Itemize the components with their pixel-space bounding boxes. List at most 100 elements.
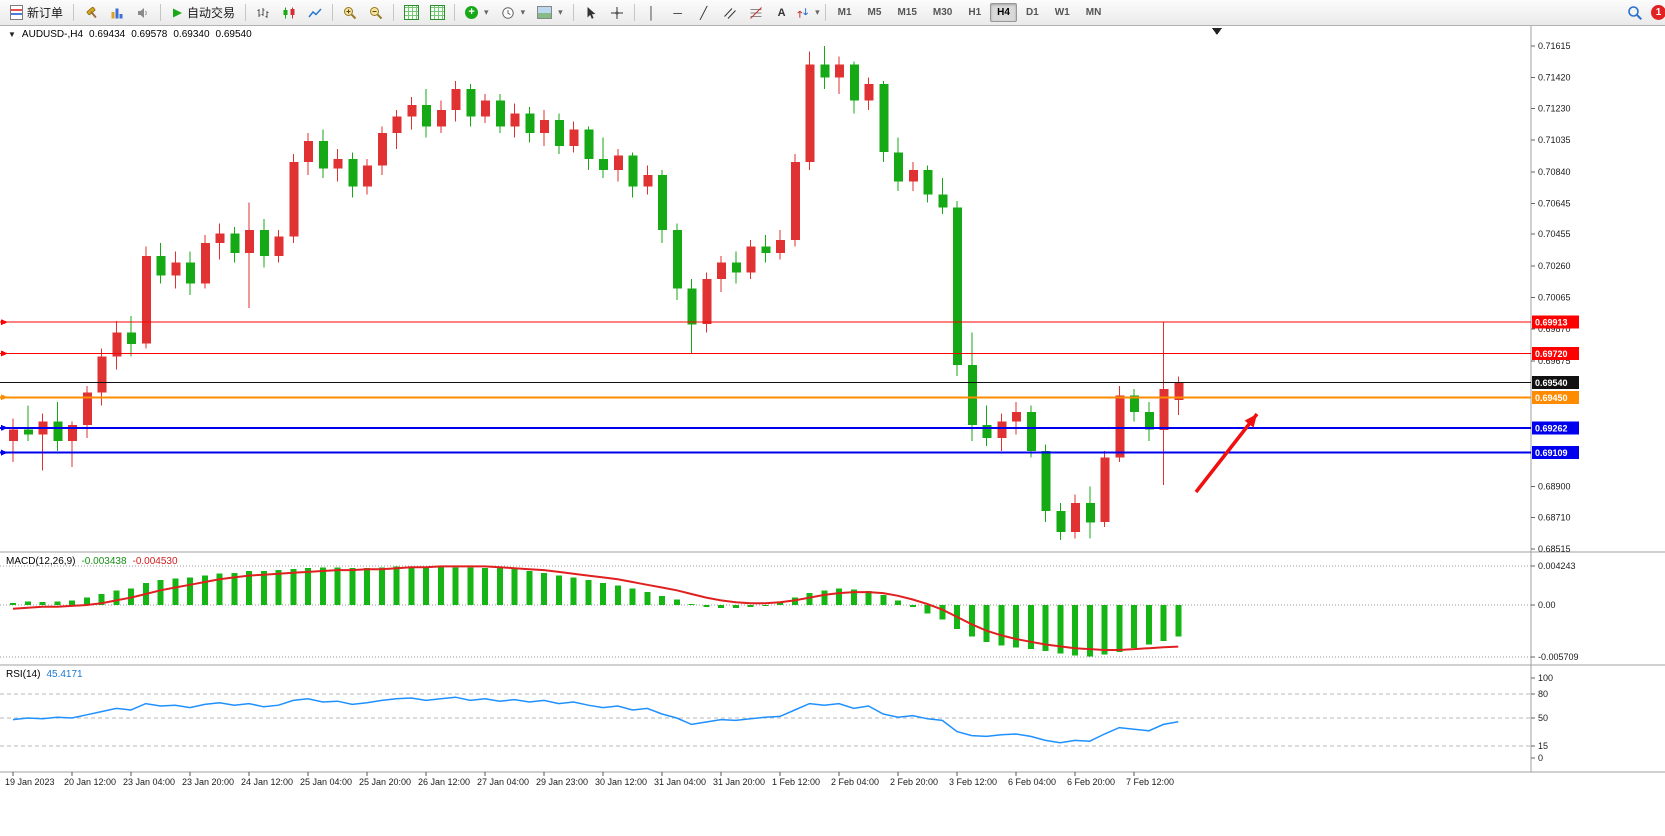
toolbar-separator bbox=[245, 4, 247, 21]
timeframe-d1-button[interactable]: D1 bbox=[1025, 7, 1039, 18]
macd-bar bbox=[319, 567, 326, 605]
bull-candle bbox=[1071, 502, 1080, 532]
macd-bar bbox=[1116, 605, 1123, 652]
bull-candle bbox=[835, 64, 844, 78]
candlestick-mode-button[interactable] bbox=[277, 2, 301, 23]
timeframe-m15-button[interactable]: M15 bbox=[897, 7, 917, 18]
macd-bar bbox=[216, 573, 223, 605]
bull-candle bbox=[481, 100, 490, 117]
macd-bar bbox=[526, 571, 533, 605]
bull-candle bbox=[436, 110, 446, 127]
hlines-layer: 0.69913 0.69720 0.69540 0.69450 0.69262 0.691… bbox=[0, 315, 1579, 460]
chart-shift-marker[interactable] bbox=[1212, 28, 1222, 35]
fibonacci-tool-button[interactable] bbox=[744, 2, 768, 23]
line-chart-mode-button[interactable] bbox=[303, 2, 327, 23]
bull-candle bbox=[997, 421, 1007, 438]
price-label-text: 0.69540 bbox=[1535, 378, 1568, 388]
rsi-axis-label: 0 bbox=[1538, 753, 1543, 763]
time-tick-label: 7 Feb 12:00 bbox=[1126, 777, 1174, 787]
trendline-icon bbox=[700, 7, 707, 19]
symbol-dropdown-icon[interactable]: ▼ bbox=[8, 30, 16, 39]
timeframe-m1-button[interactable]: M1 bbox=[837, 7, 852, 18]
macd-bar bbox=[437, 566, 444, 605]
arrows-tool-button[interactable] bbox=[796, 2, 820, 23]
macd-bar bbox=[246, 571, 252, 605]
time-tick-label: 31 Jan 04:00 bbox=[654, 777, 706, 787]
tools-button[interactable] bbox=[79, 2, 103, 23]
vertical-line-tool-button[interactable] bbox=[640, 2, 664, 23]
bear-candle bbox=[1041, 450, 1051, 511]
bear-candle bbox=[1085, 502, 1095, 523]
template-icon bbox=[537, 6, 553, 19]
macd-bar bbox=[1145, 605, 1152, 645]
macd-bar bbox=[113, 590, 120, 605]
macd-signal-line bbox=[12, 565, 1179, 651]
auto-trading-button[interactable]: 自动交易 bbox=[166, 2, 240, 23]
template-button[interactable] bbox=[532, 2, 568, 23]
timeframe-w1-button[interactable]: W1 bbox=[1054, 7, 1070, 18]
macd-bar bbox=[24, 601, 31, 605]
notification-badge[interactable]: 1 bbox=[1651, 5, 1665, 20]
cursor-tool-button[interactable] bbox=[579, 2, 603, 23]
vertical-line-icon bbox=[648, 7, 656, 19]
bull-candle bbox=[717, 262, 726, 279]
tile-windows-button[interactable] bbox=[399, 2, 423, 23]
macd-bar bbox=[895, 600, 901, 605]
macd-bar bbox=[393, 566, 400, 605]
toolbar-separator bbox=[633, 4, 635, 21]
add-indicator-button[interactable] bbox=[460, 2, 494, 23]
time-tick-label: 3 Feb 12:00 bbox=[949, 777, 997, 787]
horizontal-line-tool-button[interactable] bbox=[666, 2, 690, 23]
bull-candle bbox=[171, 262, 181, 276]
bull-candle bbox=[451, 89, 461, 111]
bear-candle bbox=[982, 424, 992, 438]
bear-candle bbox=[938, 194, 948, 208]
new-order-label: 新订单 bbox=[27, 6, 64, 20]
timeframe-h4-button[interactable]: H4 bbox=[990, 3, 1017, 22]
rsi-panel: 100 80 50 15 0 bbox=[0, 673, 1553, 763]
price-label-box bbox=[1532, 446, 1579, 460]
toolbar-right-group: 1 bbox=[1627, 5, 1665, 21]
text-tool-button[interactable] bbox=[770, 2, 794, 23]
macd-bar bbox=[54, 601, 61, 605]
zoom-out-button[interactable] bbox=[364, 2, 388, 23]
channel-tool-button[interactable] bbox=[718, 2, 742, 23]
timeframe-m30-button[interactable]: M30 bbox=[932, 7, 953, 18]
timeframe-h1-button[interactable]: H1 bbox=[968, 7, 982, 18]
macd-bar bbox=[924, 605, 931, 614]
bull-candle bbox=[141, 256, 151, 344]
chart-area: 0.71615 0.71420 0.71230 0.71035 0.70840 0.706… bbox=[0, 25, 1665, 836]
crosshair-tool-button[interactable] bbox=[605, 2, 629, 23]
arrows-tool-icon bbox=[797, 7, 808, 18]
zoom-in-button[interactable] bbox=[338, 2, 362, 23]
trend-arrow[interactable] bbox=[1194, 412, 1259, 494]
macd-bar bbox=[378, 567, 385, 605]
trendline-tool-button[interactable] bbox=[692, 2, 716, 23]
macd-bar bbox=[187, 577, 193, 605]
hline-left-marker bbox=[1, 394, 8, 401]
timeframe-mn-button[interactable]: MN bbox=[1085, 7, 1102, 18]
hline-left-marker bbox=[1, 350, 8, 357]
macd-bar bbox=[1131, 605, 1137, 649]
market-watch-button[interactable] bbox=[105, 2, 129, 23]
time-tick-label: 27 Jan 04:00 bbox=[477, 777, 529, 787]
bear-candle bbox=[879, 84, 889, 153]
alerts-button[interactable] bbox=[131, 2, 155, 23]
price-label-text: 0.69109 bbox=[1535, 448, 1568, 458]
clock-icon bbox=[501, 6, 514, 19]
time-tick-label: 26 Jan 12:00 bbox=[418, 777, 470, 787]
macd-panel: 0.004243 0.00 -0.005709 bbox=[0, 561, 1579, 662]
macd-bar bbox=[305, 568, 311, 605]
macd-bar bbox=[1086, 605, 1093, 657]
time-tick-label: 6 Feb 04:00 bbox=[1008, 777, 1056, 787]
price-tick-label: 0.70840 bbox=[1538, 167, 1571, 177]
bull-candle bbox=[1100, 457, 1110, 523]
close-value: 0.69540 bbox=[215, 29, 252, 40]
periods-button[interactable] bbox=[496, 2, 531, 23]
timeframe-m5-button[interactable]: M5 bbox=[867, 7, 882, 18]
new-order-button[interactable]: 新订单 bbox=[5, 2, 68, 23]
bar-chart-mode-button[interactable] bbox=[251, 2, 275, 23]
cascade-windows-button[interactable] bbox=[425, 2, 449, 23]
price-axis: 0.71615 0.71420 0.71230 0.71035 0.70840 0.706… bbox=[1531, 41, 1571, 554]
search-icon[interactable] bbox=[1627, 5, 1643, 21]
